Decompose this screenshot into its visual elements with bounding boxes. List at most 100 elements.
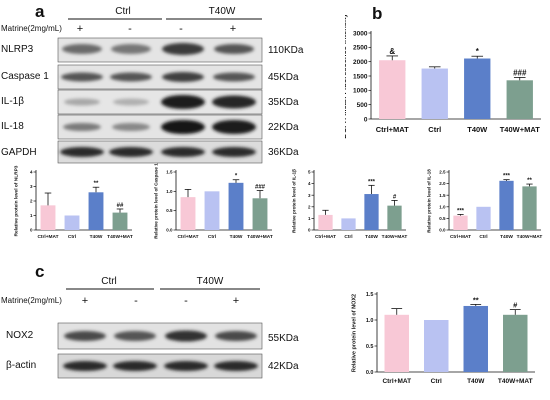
nox2-ytick-label: 0.5 bbox=[366, 344, 374, 350]
nlrp3-ytick-label: 0 bbox=[30, 228, 33, 233]
casp1-category-label-2: T40W bbox=[230, 234, 243, 240]
blot-a-bands-nlrp3 bbox=[62, 43, 254, 55]
nlrp3-category-label-0: Ctrl+MAT bbox=[37, 234, 58, 240]
chart-caspase1: Relative protein level of Caspase 1 0.0 0.… bbox=[154, 163, 273, 240]
il18-category-label-0: Ctrl+MAT bbox=[450, 234, 471, 240]
blot-a-sign-4: + bbox=[230, 23, 236, 35]
il1b-category-label-2: T40W bbox=[365, 234, 378, 240]
blot-c-row-label-bactin: β-actin bbox=[6, 360, 36, 371]
nlrp3-bar-3 bbox=[112, 212, 128, 230]
dcfh-ylabel: DCFH Mean Fluorescence Intensity bbox=[345, 15, 348, 139]
dcfh-bar-0 bbox=[379, 60, 406, 119]
nlrp3-bar-2 bbox=[88, 192, 104, 230]
blot-a-treatment-label: Matrine(2mg/mL) bbox=[1, 24, 62, 33]
blot-c-bands-bactin bbox=[63, 361, 258, 371]
casp1-category-label-0: Ctrl+MAT bbox=[177, 234, 198, 240]
il1b-ytick-label: 2 bbox=[308, 204, 311, 209]
blot-a-strip-gapdh bbox=[57, 140, 263, 164]
blot-a-kda-il1b: 35KDa bbox=[268, 97, 299, 108]
il18-annotation-3: ** bbox=[527, 178, 532, 184]
blot-a-bands-il18 bbox=[63, 120, 256, 134]
blot-a-bands-il1b bbox=[64, 95, 256, 109]
il18-ylabel: Relative protein level of IL-18 bbox=[427, 169, 432, 233]
casp1-ytick-label: 0.0 bbox=[166, 228, 173, 233]
dcfh-bar-3 bbox=[506, 80, 533, 119]
dcfh-category-label-2: T40W bbox=[467, 125, 488, 134]
il18-category-label-1: Ctrl bbox=[479, 234, 487, 240]
nlrp3-ytick-label: 3 bbox=[30, 184, 33, 189]
blot-a-kda-caspase1: 45KDa bbox=[268, 72, 299, 83]
blot-c-treatment-label: Matrine(2mg/mL) bbox=[1, 296, 62, 305]
blot-c-group-ctrl: Ctrl bbox=[101, 276, 117, 287]
dcfh-annotation-2: * bbox=[476, 47, 480, 56]
il1b-bar-2 bbox=[364, 194, 379, 230]
nlrp3-annotation-2: ** bbox=[94, 181, 99, 187]
western-blot-panel-c: Ctrl T40W Matrine(2mg/mL) + - - + NOX2 5… bbox=[1, 276, 299, 379]
casp1-bar-2 bbox=[228, 182, 244, 230]
blot-a-sign-3: - bbox=[179, 23, 183, 35]
blot-c-kda-bactin: 42KDa bbox=[268, 361, 299, 372]
il18-ytick-label: 2.5 bbox=[439, 170, 446, 175]
blot-a-group-ctrl: Ctrl bbox=[115, 6, 131, 17]
il18-bar-3 bbox=[522, 186, 537, 230]
casp1-bar-0 bbox=[180, 197, 196, 230]
casp1-bar-3 bbox=[252, 198, 268, 230]
dcfh-ytick-label: 2500 bbox=[353, 45, 368, 52]
chart-dcfh: DCFH Mean Fluorescence Intensity 0 500 1000… bbox=[345, 15, 541, 139]
dcfh-category-label-3: T40W+MAT bbox=[500, 125, 540, 134]
panel-letter-b: b bbox=[372, 4, 383, 23]
blot-a-row-label-caspase1: Caspase 1 bbox=[1, 71, 49, 82]
nlrp3-category-label-3: T40W+MAT bbox=[107, 234, 133, 240]
il18-bar-2 bbox=[499, 180, 514, 230]
nox2-ytick-label: 0.0 bbox=[366, 370, 374, 376]
dcfh-annotation-0: & bbox=[389, 47, 395, 56]
blot-a-row-label-nlrp3: NLRP3 bbox=[1, 44, 34, 55]
dcfh-bar-1 bbox=[421, 68, 448, 119]
il1b-annotation-2: *** bbox=[368, 179, 376, 185]
blot-a-group-t40w: T40W bbox=[209, 6, 236, 17]
il1b-category-label-1: Ctrl bbox=[344, 234, 352, 240]
il1b-category-label-0: Ctrl+MAT bbox=[315, 234, 336, 240]
dcfh-ytick-label: 1000 bbox=[353, 88, 368, 95]
nox2-category-label-0: Ctrl+MAT bbox=[382, 378, 411, 385]
dcfh-category-label-1: Ctrl bbox=[428, 125, 441, 134]
blot-a-kda-il18: 22KDa bbox=[268, 122, 299, 133]
nlrp3-ytick-label: 2 bbox=[30, 199, 33, 204]
il1b-bar-3 bbox=[387, 205, 402, 230]
blot-c-group-t40w: T40W bbox=[197, 276, 224, 287]
blot-c-sign-1: + bbox=[82, 295, 88, 307]
nox2-bar-3 bbox=[503, 314, 528, 372]
blot-a-kda-nlrp3: 110KDa bbox=[268, 45, 304, 56]
nox2-category-label-1: Ctrl bbox=[431, 378, 442, 385]
il1b-annotation-3: # bbox=[393, 194, 397, 200]
nox2-bar-1 bbox=[424, 320, 449, 372]
il1b-ytick-label: 0 bbox=[308, 228, 311, 233]
il18-category-label-2: T40W bbox=[500, 234, 513, 240]
il18-ytick-label: 1.0 bbox=[439, 204, 446, 209]
nlrp3-ylabel: Relative protein level of NLRP3 bbox=[14, 165, 20, 236]
il18-ytick-label: 0.5 bbox=[439, 216, 446, 221]
dcfh-annotation-3: ### bbox=[513, 68, 527, 77]
blot-a-row-label-il1b: IL-1β bbox=[1, 96, 24, 107]
blot-a-row-label-gapdh: GAPDH bbox=[1, 147, 37, 158]
panel-letter-a: a bbox=[35, 2, 45, 21]
il18-category-label-3: T40W+MAT bbox=[517, 234, 543, 240]
blot-a-bands-caspase1 bbox=[61, 72, 255, 82]
dcfh-ytick-label: 1500 bbox=[353, 73, 368, 80]
blot-c-bands-nox2 bbox=[64, 330, 257, 342]
chart-il1b: Relative protein level of IL-1β 0 1 2 3 4 5 Ctr… bbox=[292, 169, 408, 240]
nox2-annotation-3: # bbox=[513, 301, 518, 310]
dcfh-ytick-label: 0 bbox=[364, 116, 368, 123]
western-blot-panel-a: Ctrl T40W Matrine(2mg/mL) + - - + NLRP3 … bbox=[1, 6, 304, 164]
nox2-bar-0 bbox=[384, 314, 409, 372]
blot-c-sign-4: + bbox=[233, 295, 239, 307]
chart-nlrp3: Relative protein level of NLRP3 0 1 2 3 4 Ctrl… bbox=[14, 165, 133, 240]
blot-a-row-label-il18: IL-18 bbox=[1, 121, 24, 132]
nlrp3-bar-1 bbox=[64, 215, 80, 230]
il1b-bar-1 bbox=[341, 218, 356, 230]
il18-ytick-label: 2.0 bbox=[439, 181, 446, 186]
dcfh-category-label-0: Ctrl+MAT bbox=[376, 125, 409, 134]
blot-c-sign-3: - bbox=[184, 295, 188, 307]
il18-annotation-2: *** bbox=[503, 174, 511, 180]
nlrp3-category-label-1: Ctrl bbox=[68, 234, 76, 240]
